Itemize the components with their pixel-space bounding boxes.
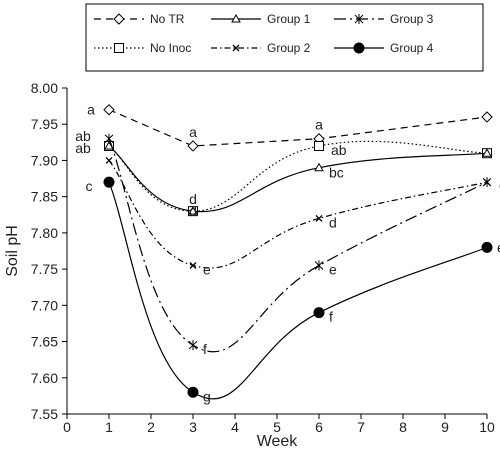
point-group-4 <box>481 241 493 253</box>
series-line-no-inoc <box>108 140 488 212</box>
x-tick-label: 8 <box>399 419 407 435</box>
legend-marker <box>231 13 241 23</box>
sig-label-group-1: ab <box>75 128 91 144</box>
point-no-tr <box>103 104 115 116</box>
sig-label-no-tr: a <box>87 102 95 118</box>
sig-label-no-inoc: d <box>189 203 197 219</box>
point-group-4 <box>187 386 199 398</box>
marker-stroke <box>105 156 113 164</box>
point-group-3 <box>482 177 492 188</box>
point-group-3 <box>314 260 324 271</box>
point-group-2 <box>189 262 197 269</box>
sig-label-group-4: g <box>203 388 211 404</box>
marker-stroke <box>232 44 240 52</box>
legend-label: No TR <box>150 12 185 26</box>
sig-label-no-tr: a <box>189 124 197 140</box>
series-group-2 <box>105 156 491 269</box>
x-tick-label: 7 <box>357 419 365 435</box>
y-tick-label: 8.00 <box>31 80 58 96</box>
x-tick-label: 3 <box>189 419 197 435</box>
legend-item-group-2: Group 2 <box>211 41 311 55</box>
point-group-2 <box>315 214 323 222</box>
series-no-tr <box>103 104 493 152</box>
x-tick-label: 2 <box>147 419 155 435</box>
sig-label-group-1: d <box>189 191 197 207</box>
series-line-group-2 <box>108 160 488 269</box>
series-line-group-1 <box>108 145 488 213</box>
series-group-3 <box>104 133 492 353</box>
series-no-inoc <box>104 140 492 217</box>
y-tick-label: 7.95 <box>31 116 58 132</box>
legend-label: Group 1 <box>267 12 311 26</box>
legend-label: Group 3 <box>390 12 434 26</box>
y-tick-label: 7.55 <box>31 406 58 422</box>
legend-box <box>85 3 484 72</box>
series-line-group-4 <box>108 181 488 400</box>
legend-label: No Inoc <box>150 41 191 55</box>
legend-item-no-inoc: No Inoc <box>94 41 191 55</box>
sig-label-group-4: e <box>497 239 500 255</box>
x-tick-label: 5 <box>273 419 281 435</box>
sig-label-group-3: f <box>203 341 207 357</box>
legend-marker <box>114 43 124 53</box>
sig-label-no-inoc: ab <box>75 140 91 156</box>
y-tick-label: 7.85 <box>31 189 58 205</box>
marker-stroke <box>189 262 197 269</box>
point-group-1 <box>314 162 324 172</box>
point-group-2 <box>105 156 113 164</box>
point-group-4 <box>313 307 325 319</box>
significance-labels: aaaaabdababcabdbcedfeccgfe <box>75 102 500 405</box>
y-axis-title: Soil pH <box>4 225 21 277</box>
x-tick-label: 0 <box>63 419 71 435</box>
series-layer <box>103 104 493 400</box>
marker-stroke <box>315 214 323 222</box>
series-group-4 <box>103 176 493 400</box>
y-tick-label: 7.65 <box>31 334 58 350</box>
x-tick-label: 1 <box>105 419 113 435</box>
y-tick-label: 7.70 <box>31 297 58 313</box>
point-no-tr <box>481 111 493 123</box>
legend-item-no-tr: No TR <box>94 12 185 26</box>
series-group-1 <box>104 140 492 215</box>
x-tick-label: 9 <box>441 419 449 435</box>
x-tick-label: 10 <box>479 419 495 435</box>
point-group-3 <box>104 133 114 144</box>
sig-label-group-4: f <box>329 309 333 325</box>
legend-item-group-1: Group 1 <box>211 12 311 26</box>
series-line-group-3 <box>108 138 488 353</box>
point-no-tr <box>187 140 199 152</box>
sig-label-group-4: c <box>86 178 93 194</box>
point-group-1 <box>482 148 492 157</box>
x-tick-label: 4 <box>231 419 239 435</box>
sig-label-group-1: bc <box>329 165 344 181</box>
legend-label: Group 4 <box>390 41 434 55</box>
y-tick-label: 7.60 <box>31 370 58 386</box>
legend-marker <box>354 14 364 24</box>
legend-marker <box>113 13 125 25</box>
series-line-no-tr <box>108 109 488 147</box>
point-group-1 <box>188 206 198 215</box>
point-group-3 <box>188 340 198 351</box>
legend-marker <box>232 44 240 52</box>
sig-label-group-2: d <box>329 214 337 230</box>
point-no-inoc <box>314 140 324 151</box>
sig-label-no-inoc: ab <box>331 142 347 158</box>
sig-label-no-tr: a <box>315 117 323 133</box>
axes: 0 1 2 3 4 5 6 7 8 9 10 7.55 7.60 7.65 7.70 7.75 7.80 7.85… <box>31 80 495 435</box>
x-tick-label: 6 <box>315 419 323 435</box>
legend: No TR No Inoc Group 1 Group 2 Group 3 Group 4 <box>85 3 484 72</box>
point-group-4 <box>103 176 115 188</box>
y-tick-label: 7.75 <box>31 261 58 277</box>
legend-item-group-4: Group 4 <box>334 41 434 55</box>
sig-label-group-3: e <box>329 261 337 277</box>
y-tick-label: 7.90 <box>31 152 58 168</box>
sig-label-group-2: e <box>203 261 211 277</box>
legend-label: Group 2 <box>267 41 311 55</box>
legend-marker <box>353 42 365 54</box>
legend-item-group-3: Group 3 <box>334 12 434 26</box>
x-axis-title: Week <box>257 433 299 450</box>
y-tick-label: 7.80 <box>31 225 58 241</box>
